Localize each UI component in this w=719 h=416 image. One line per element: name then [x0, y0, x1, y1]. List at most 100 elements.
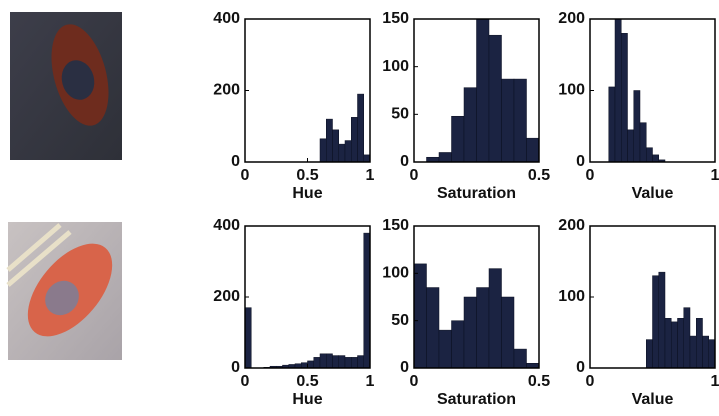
bar: [633, 90, 641, 163]
axes-box: [413, 225, 540, 369]
x-tick-label: 0: [241, 167, 250, 184]
y-tick-label: 100: [382, 265, 409, 282]
bar: [363, 154, 371, 163]
y-tick-label: 0: [576, 359, 585, 376]
x-axis-label: Saturation: [437, 391, 516, 408]
bar: [451, 115, 465, 163]
x-tick-label: 1: [366, 167, 375, 184]
bar: [513, 78, 527, 163]
bar: [689, 335, 697, 369]
y-tick-label: 400: [213, 217, 240, 234]
bar: [513, 348, 527, 369]
bar: [702, 335, 709, 369]
y-tick-label: 150: [382, 217, 409, 234]
x-axis-label: Value: [632, 185, 674, 202]
bar: [708, 339, 716, 369]
x-axis-label: Saturation: [437, 185, 516, 202]
bar: [344, 140, 352, 163]
x-tick-label: 0: [241, 373, 250, 390]
bar: [501, 296, 515, 369]
bar: [476, 287, 490, 369]
bar: [671, 321, 678, 369]
bar: [413, 263, 427, 369]
bar: [438, 152, 452, 163]
x-tick-label: 0.5: [528, 373, 550, 390]
bar: [639, 122, 647, 163]
bar: [307, 360, 314, 369]
bar: [463, 296, 477, 369]
bar: [357, 355, 364, 369]
bar: [338, 355, 346, 369]
bar: [326, 353, 333, 369]
bar: [646, 147, 653, 163]
axes-box: [244, 225, 371, 369]
bar: [646, 339, 653, 369]
y-tick-label: 50: [391, 312, 409, 329]
x-axis-label: Hue: [292, 185, 322, 202]
y-tick-label: 400: [213, 10, 240, 27]
bar: [363, 232, 371, 369]
x-tick-label: 0: [410, 167, 419, 184]
y-tick-label: 200: [213, 82, 240, 99]
bar: [488, 34, 502, 163]
bar: [332, 129, 339, 163]
x-tick-label: 0.5: [296, 373, 318, 390]
x-tick-label: 0: [410, 373, 419, 390]
bar: [526, 137, 540, 163]
y-tick-label: 200: [213, 288, 240, 305]
bar: [677, 318, 684, 369]
x-tick-label: 0: [586, 167, 595, 184]
bar: [313, 357, 321, 369]
y-tick-label: 0: [576, 153, 585, 170]
x-tick-label: 1: [366, 373, 375, 390]
y-tick-label: 100: [558, 82, 585, 99]
bar: [683, 307, 691, 369]
x-tick-label: 1: [711, 167, 719, 184]
bar: [319, 353, 327, 369]
bar: [426, 287, 440, 369]
bar: [488, 268, 502, 369]
bar: [652, 154, 659, 163]
bar: [301, 362, 308, 369]
bar: [244, 307, 252, 369]
bar: [357, 93, 364, 163]
x-axis-label: Value: [632, 391, 674, 408]
axes-box: [413, 18, 540, 163]
bar: [344, 357, 352, 369]
bar: [451, 320, 465, 369]
x-tick-label: 0: [586, 373, 595, 390]
y-tick-label: 0: [231, 153, 240, 170]
x-tick-label: 1: [711, 373, 719, 390]
x-axis-label: Hue: [292, 391, 322, 408]
bar: [338, 143, 346, 163]
bar: [476, 18, 490, 163]
car-image-bottom: [6, 222, 122, 360]
bar: [501, 78, 515, 163]
y-tick-label: 0: [231, 359, 240, 376]
y-tick-label: 0: [400, 153, 409, 170]
y-tick-label: 50: [391, 106, 409, 123]
x-tick-label: 0.5: [296, 167, 318, 184]
bar: [351, 117, 358, 163]
bar: [614, 18, 622, 163]
bar: [621, 33, 628, 163]
bar: [696, 318, 703, 369]
x-tick-label: 0.5: [528, 167, 550, 184]
bar: [438, 329, 452, 369]
y-tick-label: 100: [558, 288, 585, 305]
y-tick-label: 0: [400, 359, 409, 376]
bar: [664, 318, 672, 369]
bar: [627, 129, 634, 163]
bar: [319, 138, 327, 163]
bar: [326, 118, 333, 163]
bar: [608, 86, 616, 163]
bar: [351, 357, 358, 369]
y-tick-label: 100: [382, 58, 409, 75]
y-tick-label: 200: [558, 10, 585, 27]
y-tick-label: 150: [382, 10, 409, 27]
bar: [463, 87, 477, 163]
bar: [658, 271, 666, 369]
y-tick-label: 200: [558, 217, 585, 234]
car-image-top: [10, 12, 122, 160]
